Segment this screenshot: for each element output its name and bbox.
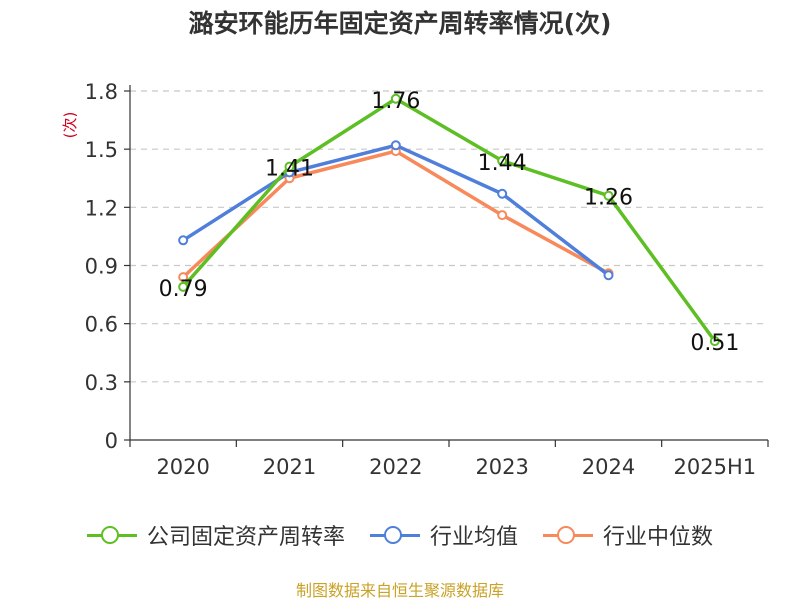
data-point bbox=[603, 190, 614, 201]
data-point bbox=[497, 188, 508, 199]
legend-item-company[interactable]: 公司固定资产周转率 bbox=[86, 519, 345, 551]
data-point bbox=[284, 161, 295, 172]
data-point bbox=[709, 336, 720, 347]
x-tick-label: 2025H1 bbox=[674, 455, 757, 479]
legend-marker bbox=[543, 526, 593, 544]
x-tick-label: 2024 bbox=[582, 455, 635, 479]
data-point bbox=[390, 140, 401, 151]
y-tick-label: 0 bbox=[105, 429, 118, 453]
data-point bbox=[497, 210, 508, 221]
data-label: 1.76 bbox=[371, 89, 420, 114]
y-tick-label: 1.8 bbox=[85, 80, 118, 104]
y-tick-label: 0.3 bbox=[85, 371, 118, 395]
data-point bbox=[603, 270, 614, 281]
x-tick-label: 2022 bbox=[369, 455, 422, 479]
data-label: 0.51 bbox=[690, 331, 739, 356]
chart-title: 潞安环能历年固定资产周转率情况(次) bbox=[188, 9, 612, 38]
legend: 公司固定资产周转率 行业均值 行业中位数 bbox=[0, 519, 800, 551]
data-label: 1.41 bbox=[265, 157, 314, 182]
data-labels: 0.79 1.41 1.76 1.44 1.26 0.51 bbox=[159, 89, 740, 356]
data-point bbox=[390, 93, 401, 104]
y-axis-label: (次) bbox=[61, 112, 79, 139]
axes: 0 0.3 0.6 0.9 1.2 1.5 1.8 2020 2021 2022 2023 2024 2… bbox=[61, 80, 769, 479]
source-note: 制图数据来自恒生聚源数据库 bbox=[295, 581, 504, 600]
data-label: 1.26 bbox=[584, 186, 633, 211]
legend-marker bbox=[369, 526, 420, 544]
y-tick-label: 0.9 bbox=[85, 255, 118, 279]
series-lines bbox=[178, 93, 720, 347]
legend-label: 公司固定资产周转率 bbox=[146, 525, 345, 550]
data-label: 0.79 bbox=[159, 277, 208, 302]
series-line bbox=[181, 97, 717, 343]
data-point bbox=[497, 155, 508, 166]
x-tick-label: 2023 bbox=[475, 455, 528, 479]
data-point bbox=[178, 235, 189, 246]
data-point bbox=[178, 281, 189, 292]
series-line bbox=[182, 143, 610, 277]
legend-label: 行业中位数 bbox=[603, 525, 714, 550]
x-tick-label: 2020 bbox=[156, 455, 209, 479]
legend-item-industry-median[interactable]: 行业中位数 bbox=[543, 519, 713, 551]
y-tick-label: 0.6 bbox=[85, 313, 118, 337]
data-label: 1.44 bbox=[478, 151, 527, 176]
y-tick-label: 1.5 bbox=[85, 138, 118, 162]
x-tick-label: 2021 bbox=[263, 455, 316, 479]
legend-marker bbox=[86, 526, 137, 544]
legend-label: 行业均值 bbox=[429, 525, 518, 550]
data-point bbox=[178, 272, 189, 283]
y-tick-label: 1.2 bbox=[85, 196, 118, 220]
gridlines bbox=[130, 90, 768, 383]
legend-item-industry-mean[interactable]: 行业均值 bbox=[369, 519, 518, 551]
